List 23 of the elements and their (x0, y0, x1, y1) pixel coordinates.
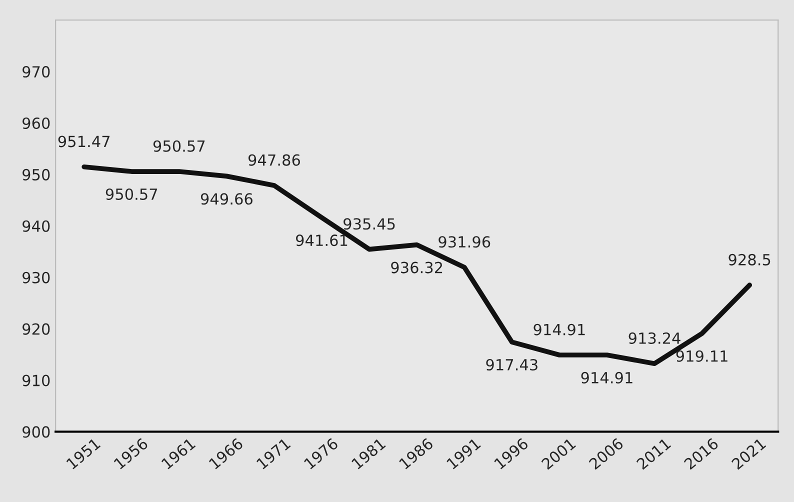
data-label: 928.5 (728, 254, 770, 266)
data-label: 931.96 (438, 236, 490, 248)
data-label: 950.57 (153, 140, 205, 152)
y-tick-label: 940 (22, 220, 50, 232)
y-tick-label: 900 (22, 426, 50, 438)
y-tick-label: 970 (22, 66, 50, 78)
data-label: 914.91 (534, 324, 585, 336)
data-label: 936.32 (391, 262, 442, 274)
data-label: 913.24 (628, 332, 680, 344)
y-tick-label: 950 (22, 168, 50, 180)
y-tick-label: 960 (22, 117, 50, 130)
data-label: 935.45 (344, 218, 395, 230)
y-tick-label: 910 (22, 374, 50, 386)
data-label: 951.47 (58, 136, 110, 148)
data-label: 914.91 (581, 372, 632, 384)
data-label: 947.86 (248, 154, 300, 166)
data-label: 949.66 (200, 193, 252, 205)
data-label: 919.11 (676, 350, 728, 362)
data-label: 950.57 (106, 188, 158, 200)
data-label: 941.61 (296, 234, 348, 246)
y-tick-label: 920 (22, 323, 50, 335)
y-tick-label: 930 (22, 272, 50, 284)
data-label: 917.43 (486, 358, 538, 371)
